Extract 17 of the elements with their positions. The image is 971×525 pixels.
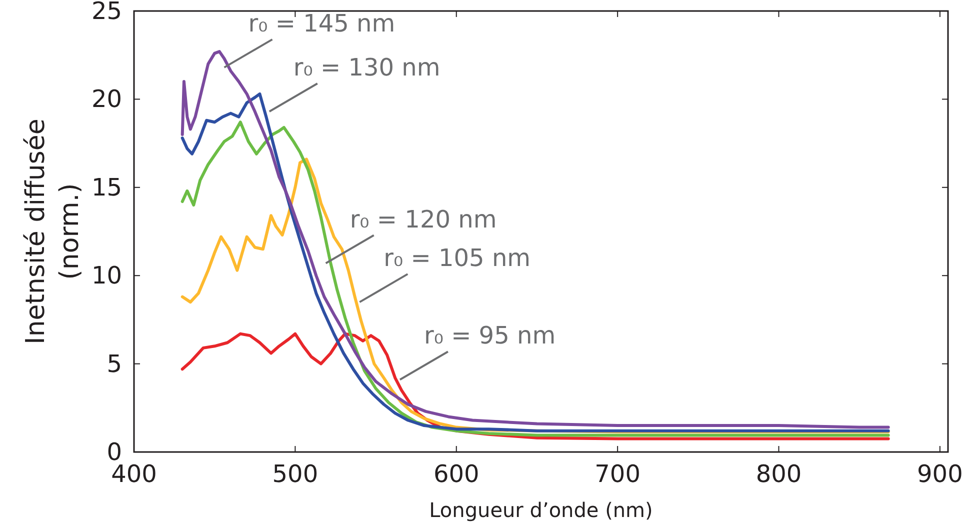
y-tick-label: 10 xyxy=(91,262,122,290)
y-tick-label: 25 xyxy=(91,0,122,25)
y-axis-title: Inetnsité diffusée (norm.) xyxy=(21,118,85,344)
x-tick-label: 800 xyxy=(756,460,802,488)
annotation: r₀ = 95 nm xyxy=(424,322,556,350)
annotation: r₀ = 120 nm xyxy=(350,205,497,234)
x-axis-title: Longueur d’onde (nm) xyxy=(429,498,653,522)
x-tick-label: 500 xyxy=(272,460,318,488)
x-tick-label: 700 xyxy=(594,460,640,488)
annotation: r₀ = 130 nm xyxy=(293,54,440,82)
x-tick-label: 900 xyxy=(917,460,963,488)
y-tick-label: 15 xyxy=(91,173,122,202)
annotation: r₀ = 105 nm xyxy=(384,244,531,272)
annotation: r₀ = 145 nm xyxy=(248,9,396,38)
x-tick-label: 600 xyxy=(433,460,480,488)
y-tick-label: 5 xyxy=(106,350,122,378)
y-tick-label: 20 xyxy=(91,85,122,114)
